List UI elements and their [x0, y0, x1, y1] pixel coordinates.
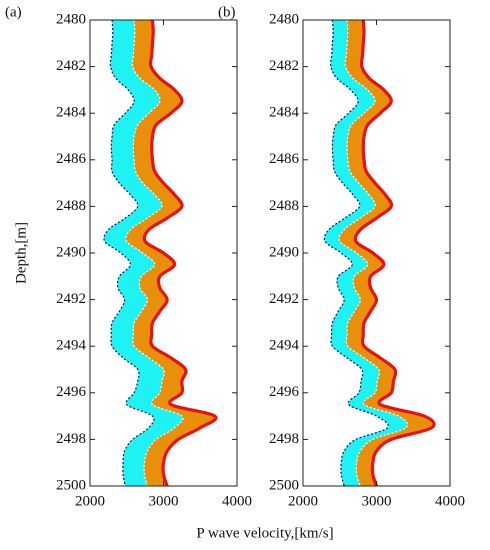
y-tick-label: 2484 [56, 105, 87, 121]
y-tick-label: 2494 [269, 338, 300, 354]
band [103, 20, 183, 486]
y-tick-label: 2480 [56, 11, 86, 27]
band [125, 20, 217, 486]
band-edge [338, 20, 409, 486]
y-tick-label: 2492 [56, 291, 86, 307]
plot-area [323, 20, 436, 486]
y-tick-label: 2496 [269, 384, 300, 400]
y-tick-label: 2498 [56, 431, 86, 447]
x-tick-label: 4000 [435, 493, 465, 509]
x-tick-label: 3000 [362, 493, 392, 509]
x-axis-label: P wave velocity,[km/s] [196, 525, 333, 541]
y-tick-label: 2484 [269, 105, 300, 121]
y-tick-label: 2490 [269, 244, 299, 260]
y-tick-label: 2488 [56, 198, 86, 214]
y-tick-label: 2492 [269, 291, 299, 307]
y-tick-label: 2500 [56, 477, 86, 493]
y-tick-label: 2482 [56, 58, 86, 74]
band-edge [323, 20, 389, 486]
x-tick-label: 4000 [222, 493, 252, 509]
y-tick-label: 2486 [56, 151, 87, 167]
plot-area [103, 20, 218, 486]
y-tick-label: 2494 [56, 338, 87, 354]
panel-label: (b) [218, 4, 236, 20]
y-tick-label: 2490 [56, 244, 86, 260]
band-edge [125, 20, 184, 486]
y-tick-label: 2488 [269, 198, 299, 214]
x-tick-label: 2000 [75, 493, 105, 509]
band [324, 20, 408, 486]
y-tick-label: 2480 [269, 11, 299, 27]
line [142, 20, 218, 486]
x-tick-label: 3000 [149, 493, 179, 509]
y-tick-label: 2486 [269, 151, 300, 167]
panel-label: (a) [5, 4, 22, 20]
y-tick-label: 2500 [269, 477, 299, 493]
y-tick-label: 2482 [269, 58, 299, 74]
line [353, 20, 436, 486]
y-tick-label: 2498 [269, 431, 299, 447]
y-tick-label: 2496 [56, 384, 87, 400]
x-tick-label: 2000 [288, 493, 318, 509]
y-axis-label: Depth,[m] [13, 222, 29, 284]
